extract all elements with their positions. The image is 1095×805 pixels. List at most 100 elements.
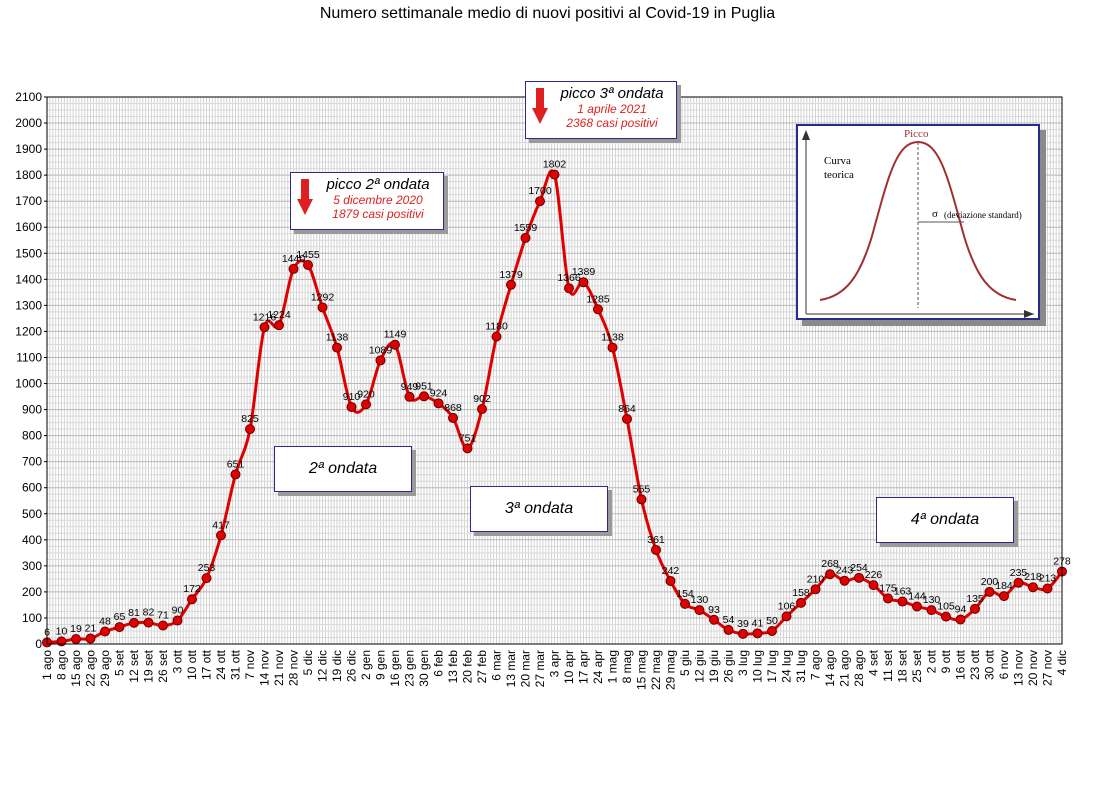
x-tick-label: 21 ago [838,650,852,687]
x-tick-label: 26 giu [722,650,736,683]
peak3-annotation: picco 3ª ondata 1 aprile 2021 2368 casi … [525,81,677,139]
y-tick-label: 1100 [16,350,42,364]
x-tick-label: 31 lug [794,650,808,683]
bell-curve-icon [802,130,1034,318]
data-point [825,569,835,580]
data-point [346,401,357,412]
x-tick-label: 10 lug [751,650,765,683]
x-tick-label: 7 ago [809,650,823,680]
data-point [1028,582,1038,593]
peak2-date: 5 dicembre 2020 [333,193,423,207]
data-point [462,443,473,454]
x-tick-label: 28 nov [287,650,301,686]
data-point [361,399,371,410]
data-point [274,320,284,331]
x-tick-label: 6 nov [997,650,1011,679]
data-point [709,614,719,625]
data-point [926,605,937,616]
data-label: 825 [241,413,259,425]
data-point [201,573,212,584]
data-label: 105 [937,601,955,613]
data-label: 254 [850,562,868,574]
data-label: 48 [99,615,111,627]
data-label: 1180 [485,321,508,333]
data-label: 226 [865,569,883,581]
data-point [622,413,632,424]
data-point [259,322,270,333]
data-label: 361 [647,534,665,546]
data-label: 200 [981,576,999,588]
x-tick-label: 5 dic [301,650,315,675]
down-arrow-icon [297,179,313,217]
data-point [1042,583,1053,594]
data-point [651,544,661,555]
x-tick-label: 18 set [896,649,910,682]
data-label: 93 [708,604,720,616]
data-point [593,304,603,315]
x-tick-label: 24 ott [214,649,228,680]
data-label: 163 [894,586,912,598]
data-label: 555 [633,483,651,495]
data-label: 135 [966,593,984,605]
data-point [665,575,676,586]
data-label: 65 [114,611,126,623]
x-tick-label: 30 ott [983,649,997,680]
data-label: 1224 [267,309,291,321]
data-label: 1379 [499,269,523,281]
y-tick-label: 400 [22,533,42,547]
x-tick-label: 27 feb [475,650,489,684]
data-label: 210 [807,573,825,585]
data-point [1013,577,1024,588]
data-label: 106 [778,600,796,612]
x-tick-label: 15 ago [69,650,83,687]
data-point [535,196,545,207]
data-label: 1455 [296,249,320,261]
data-point [491,331,502,342]
x-tick-label: 1 ago [40,650,54,680]
peak3-date: 1 aprile 2021 [577,102,647,116]
data-point [288,263,299,274]
peak3-cases: 2368 casi positivi [566,116,658,130]
x-tick-label: 12 dic [316,650,330,682]
data-point [636,494,647,505]
x-tick-label: 2 gen [359,650,373,680]
x-tick-label: 14 ago [823,650,837,687]
data-point [448,412,458,423]
data-point [506,279,516,290]
data-label: 235 [1010,567,1028,579]
y-tick-label: 1600 [15,220,42,234]
y-tick-label: 500 [22,507,42,521]
data-point [810,584,821,595]
data-point [114,622,125,633]
x-tick-label: 24 apr [591,650,605,684]
y-tick-label: 100 [22,611,42,625]
x-tick-label: 20 mar [519,650,533,687]
data-label: 417 [212,519,230,531]
y-tick-label: 1800 [15,168,42,182]
x-tick-label: 20 nov [1026,650,1040,686]
data-point [738,628,748,639]
data-point [230,469,241,480]
inset-sigma-label: σ [932,208,938,220]
data-point [56,636,67,647]
x-tick-label: 3 lug [736,650,750,676]
data-point [477,404,487,415]
x-tick-label: 8 mag [620,650,634,683]
x-tick-label: 26 dic [345,650,359,682]
x-tick-label: 2 ott [925,649,939,673]
x-tick-label: 24 lug [780,650,794,683]
data-label: 1440 [282,253,306,265]
data-point [941,611,951,622]
x-tick-label: 20 feb [461,650,475,684]
x-tick-label: 29 mag [664,650,678,690]
x-tick-label: 10 ott [185,649,199,680]
data-point [317,302,328,313]
data-point [767,625,777,636]
x-tick-label: 30 gen [417,650,431,687]
x-tick-label: 19 giu [707,650,721,683]
x-tick-label: 17 apr [577,650,591,684]
y-tick-label: 700 [22,455,42,469]
peak2-annotation: picco 2ª ondata 5 dicembre 2020 1879 cas… [290,172,444,230]
data-point [187,594,197,605]
y-tick-label: 1200 [15,324,42,338]
